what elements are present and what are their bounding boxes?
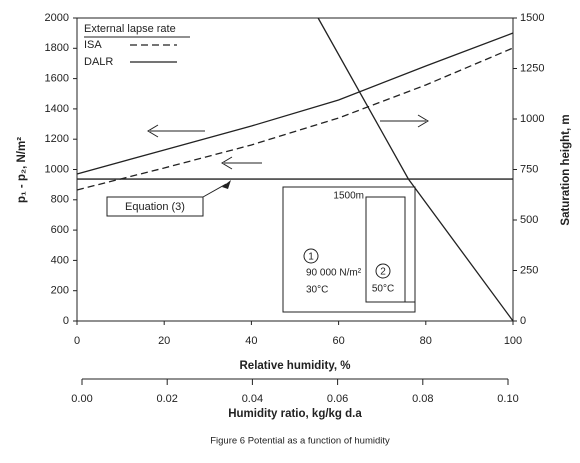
x2-tick-label: 0.10 — [497, 393, 518, 405]
inset-temp-2: 50°C — [372, 284, 394, 295]
inset-height: 1500m — [333, 191, 364, 202]
legend-label: DALR — [84, 56, 113, 68]
x-tick-label: 80 — [420, 335, 432, 347]
y2-tick-label: 0 — [520, 315, 526, 327]
x-tick-label: 100 — [504, 335, 522, 347]
x-tick-label: 40 — [245, 335, 257, 347]
y2-tick-label: 250 — [520, 264, 538, 276]
y2-tick-label: 500 — [520, 214, 538, 226]
y-tick-label: 0 — [63, 315, 69, 327]
y-tick-label: 200 — [51, 285, 69, 297]
y2-tick-label: 1250 — [520, 62, 544, 74]
series-line — [317, 17, 514, 322]
x2-axis-label: Humidity ratio, kg/kg d.a — [228, 408, 362, 420]
series-line — [76, 32, 514, 175]
arrows — [147, 114, 429, 170]
y-tick-label: 2000 — [45, 12, 69, 24]
y-tick-label: 1600 — [45, 73, 69, 85]
y2-tick-label: 750 — [520, 163, 538, 175]
series-line — [76, 47, 514, 191]
y2-tick-label: 1500 — [520, 12, 544, 24]
x-tick-label: 0 — [74, 335, 80, 347]
y-tick-label: 1800 — [45, 42, 69, 54]
annotation-arrow — [202, 183, 227, 198]
inset-state-1: 1 — [308, 252, 314, 263]
annotation-box — [106, 196, 204, 217]
x2-tick-label: 0.06 — [327, 393, 348, 405]
annotation-arrowhead — [222, 180, 231, 190]
inset-temp-1: 30°C — [306, 285, 328, 296]
legend-label: ISA — [84, 39, 102, 51]
y-tick-label: 1200 — [45, 133, 69, 145]
x-tick-label: 20 — [158, 335, 170, 347]
y2-axis-label: Saturation height, m — [560, 114, 572, 225]
legend-title: External lapse rate — [84, 23, 176, 35]
x2-tick-label: 0.08 — [412, 393, 433, 405]
annotation-label: Equation (3) — [125, 201, 185, 213]
y-tick-label: 800 — [51, 194, 69, 206]
y-tick-label: 1000 — [45, 163, 69, 175]
y2-tick-label: 1000 — [520, 113, 544, 125]
x-axis-label: Relative humidity, % — [240, 360, 351, 372]
x-tick-label: 60 — [332, 335, 344, 347]
y-tick-label: 400 — [51, 254, 69, 266]
inset-state-2: 2 — [380, 267, 386, 278]
y-tick-label: 1400 — [45, 103, 69, 115]
inset-diagram — [282, 186, 416, 313]
inset-pressure: 90 000 N/m² — [306, 268, 362, 279]
x2-tick-label: 0.04 — [242, 393, 263, 405]
x2-tick-label: 0.00 — [71, 393, 92, 405]
y-axis-label: p₁ - p₂, N/m² — [16, 137, 28, 203]
y-tick-label: 600 — [51, 224, 69, 236]
caption: Figure 6 Potential as a function of humi… — [210, 436, 390, 447]
x2-tick-label: 0.02 — [156, 393, 177, 405]
plot-frame — [76, 17, 514, 322]
